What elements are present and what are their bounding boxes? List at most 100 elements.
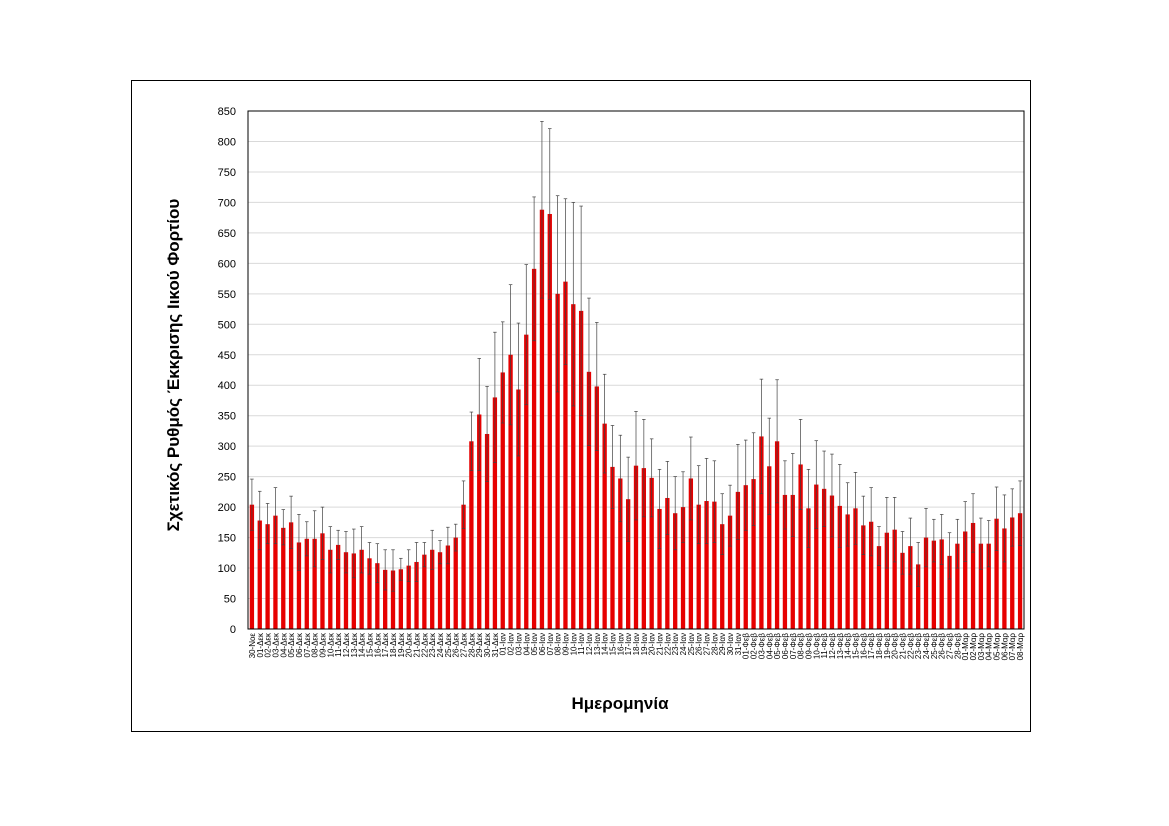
error-bar — [602, 373, 607, 474]
x-tick-label: 05-Ιαν — [530, 633, 539, 655]
error-bar — [712, 460, 717, 543]
error-bar — [673, 476, 677, 551]
bar — [821, 488, 827, 629]
error-bar — [399, 557, 403, 581]
error-bar — [367, 542, 372, 575]
bar — [751, 479, 756, 629]
error-bar — [736, 443, 740, 540]
error-bar — [563, 198, 568, 365]
bar — [829, 495, 835, 629]
bar — [861, 525, 866, 629]
bar — [578, 310, 584, 629]
error-bar — [453, 523, 458, 552]
bar — [837, 505, 842, 629]
x-tick-label: 22-Φεβ — [906, 633, 915, 660]
x-tick-label: 30-Δεκ — [483, 632, 492, 657]
bar — [774, 441, 780, 629]
bar — [916, 564, 921, 629]
error-bar — [485, 386, 489, 482]
error-bar — [791, 453, 795, 537]
bar — [727, 515, 733, 629]
x-tick-label: 18-Ιαν — [632, 633, 641, 655]
bar — [594, 386, 599, 629]
x-tick-label: 03-Δεκ — [271, 632, 280, 657]
bar — [453, 537, 458, 629]
error-bar — [297, 514, 301, 571]
chart-frame: 0 50 100 150 200 250 300 350 400 450 500 550 600 650 7… — [131, 80, 1031, 732]
x-tick-label: 14-Φεβ — [844, 633, 853, 660]
error-bar — [257, 490, 262, 551]
x-tick-label: 13-Φεβ — [836, 633, 845, 660]
x-tick-label: 15-Φεβ — [851, 633, 860, 660]
error-bar — [305, 521, 309, 557]
error-bar — [869, 487, 873, 557]
bar — [516, 389, 521, 629]
error-bar — [618, 434, 623, 523]
x-tick-label: 07-Φεβ — [789, 633, 798, 660]
error-bar — [414, 542, 419, 582]
error-bar — [892, 497, 897, 563]
x-tick-label: 22-Δεκ — [420, 632, 429, 657]
x-tick-label: 21-Φεβ — [899, 633, 908, 660]
x-tick-label: 13-Ιαν — [593, 633, 602, 655]
error-bar — [775, 379, 779, 504]
bar — [963, 531, 968, 629]
error-bar — [555, 195, 560, 393]
x-tick-label: 19-Ιαν — [640, 633, 649, 655]
x-tick-label: 09-Φεβ — [804, 633, 813, 660]
bar — [986, 543, 991, 629]
x-tick-label: 20-Δεκ — [405, 632, 414, 657]
error-bar — [1002, 494, 1007, 563]
error-bar — [681, 471, 685, 543]
error-bar — [328, 526, 333, 574]
bar — [288, 522, 294, 629]
y-tick-label: 100 — [218, 563, 236, 575]
y-tick-label: 250 — [218, 472, 236, 484]
x-tick-label: 05-Φεβ — [773, 633, 782, 660]
error-bar — [759, 378, 764, 495]
error-bar — [524, 264, 529, 406]
x-tick-label: 08-Δεκ — [311, 632, 320, 657]
x-tick-label: 09-Ιαν — [561, 633, 570, 655]
error-bar — [861, 495, 866, 556]
x-tick-label: 17-Δεκ — [381, 632, 390, 657]
x-tick-label: 05-Δεκ — [287, 632, 296, 657]
error-bar — [461, 480, 466, 529]
x-tick-label: 24-Φεβ — [922, 633, 931, 660]
x-tick-label: 03-Φεβ — [757, 633, 766, 660]
bar — [767, 466, 772, 629]
error-bar — [885, 497, 889, 569]
x-tick-label: 24-Δεκ — [436, 632, 445, 657]
bar — [853, 508, 858, 629]
x-tick-label: 08-Φεβ — [797, 633, 806, 660]
bar — [571, 304, 576, 629]
error-bar — [406, 549, 411, 582]
y-tick-label: 750 — [218, 167, 236, 179]
error-bar — [477, 358, 481, 471]
bar — [908, 546, 913, 629]
x-tick-label: 08-Μαρ — [1016, 633, 1025, 661]
error-bar — [595, 322, 599, 451]
error-bar — [720, 493, 724, 556]
bar — [923, 537, 929, 629]
bar — [798, 464, 803, 629]
error-bar — [281, 509, 286, 546]
bar — [657, 508, 662, 629]
bar — [359, 549, 364, 629]
bar — [383, 569, 388, 629]
x-tick-label: 30-Ιαν — [726, 633, 735, 655]
bar — [257, 520, 262, 629]
x-tick-label: 02-Δεκ — [264, 632, 273, 657]
bars — [249, 209, 1023, 629]
x-tick-label: 10-Δεκ — [326, 632, 335, 657]
bar — [665, 497, 670, 629]
bar — [524, 334, 529, 629]
x-tick-label: 28-Ιαν — [710, 633, 719, 655]
x-tick-label: 11-Ιαν — [577, 633, 586, 655]
bar — [312, 538, 317, 629]
error-bar — [743, 439, 748, 531]
x-tick-label: 04-Δεκ — [279, 632, 288, 657]
bar — [265, 524, 270, 629]
x-tick-label: 12-Φεβ — [828, 633, 837, 660]
bar — [484, 433, 490, 629]
